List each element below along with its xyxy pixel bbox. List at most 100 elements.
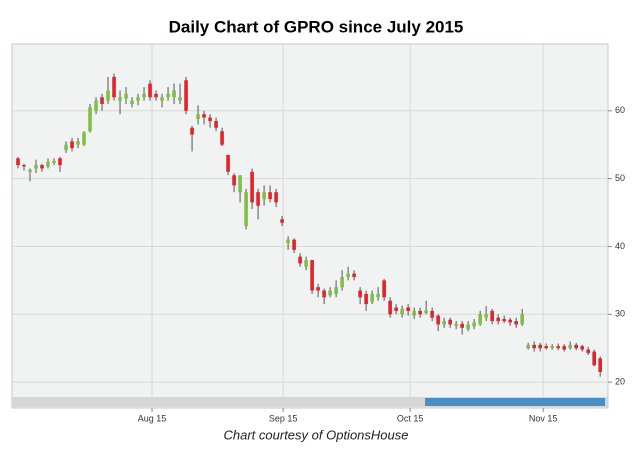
candle-body: [52, 160, 56, 164]
candle-body: [232, 175, 236, 186]
candle-body: [58, 158, 62, 166]
candle-body: [304, 260, 308, 267]
candle-body: [430, 310, 434, 318]
x-tick-label: Nov 15: [529, 413, 558, 423]
x-tick-label: Sep 15: [269, 413, 298, 423]
candle-body: [154, 93, 158, 98]
candle-body: [460, 323, 464, 328]
candle-body: [202, 114, 206, 118]
candle-body: [22, 165, 26, 167]
plot-area: [11, 43, 609, 409]
candle-body: [226, 154, 230, 172]
candle-body: [346, 273, 350, 277]
candle-body: [106, 90, 110, 101]
candle-body: [574, 344, 578, 349]
candle-body: [340, 276, 344, 288]
candle-body: [208, 117, 212, 121]
x-tick-label: Oct 15: [397, 413, 424, 423]
candle-body: [580, 346, 584, 350]
candle-body: [280, 219, 284, 223]
candle-body: [454, 323, 458, 326]
candle-body: [286, 239, 290, 244]
candle-body: [100, 97, 104, 105]
candle-body: [244, 192, 248, 227]
candle-body: [388, 300, 392, 315]
candle-body: [412, 310, 416, 316]
candle-body: [556, 346, 560, 349]
candle-body: [382, 280, 386, 298]
candle-body: [424, 310, 428, 313]
candles: [16, 73, 602, 377]
candle-body: [502, 319, 506, 322]
chart-footer: Chart courtesy of OptionsHouse: [224, 427, 409, 442]
candle-body: [466, 324, 470, 330]
candle-body: [364, 293, 368, 305]
candle-body: [160, 97, 164, 101]
candle-body: [130, 100, 134, 105]
candle-body: [112, 76, 116, 98]
candle-body: [328, 290, 332, 296]
y-tick-label: 40: [615, 241, 625, 251]
candle-body: [298, 256, 302, 264]
candle-body: [214, 120, 218, 128]
candle-body: [124, 93, 128, 99]
candle-body: [34, 165, 38, 169]
scrollbar-thumb[interactable]: [425, 398, 605, 406]
y-tick-label: 30: [615, 309, 625, 319]
candle-body: [94, 100, 98, 111]
candle-body: [166, 93, 170, 98]
candle-body: [394, 307, 398, 311]
candle-body: [88, 107, 92, 132]
candle-body: [40, 165, 44, 169]
candle-body: [520, 314, 524, 325]
candle-body: [334, 287, 338, 294]
candle-body: [568, 344, 572, 349]
candle-body: [508, 319, 512, 323]
y-tick-label: 20: [615, 376, 625, 386]
candle-body: [316, 287, 320, 291]
candle-body: [76, 141, 80, 145]
candle-body: [538, 344, 542, 349]
candle-body: [496, 317, 500, 322]
candle-body: [148, 83, 152, 98]
candle-body: [64, 144, 68, 151]
candle-body: [592, 351, 596, 366]
candle-body: [184, 80, 188, 111]
candle-body: [142, 93, 146, 98]
candle-body: [406, 307, 410, 311]
candle-body: [448, 319, 452, 325]
candle-body: [322, 290, 326, 298]
scrollbar-track: [12, 397, 608, 407]
candle-body: [352, 273, 356, 277]
candle-body: [436, 315, 440, 325]
candle-body: [238, 175, 242, 193]
candle-body: [70, 141, 74, 149]
candle-body: [46, 161, 50, 167]
candle-body: [550, 346, 554, 349]
candle-body: [274, 192, 278, 203]
candle-body: [196, 114, 200, 119]
candle-body: [250, 171, 254, 203]
candle-body: [310, 260, 314, 291]
y-tick-label: 50: [615, 173, 625, 183]
candle-body: [544, 346, 548, 349]
candle-body: [478, 314, 482, 325]
chart-title: Daily Chart of GPRO since July 2015: [169, 17, 464, 36]
candle-body: [28, 169, 32, 172]
candle-body: [190, 127, 194, 135]
grid: [12, 44, 612, 412]
candle-body: [82, 132, 86, 145]
candle-body: [400, 308, 404, 315]
candle-body: [514, 321, 518, 325]
x-tick-label: Aug 15: [138, 413, 167, 423]
candle-body: [178, 97, 182, 101]
candle-body: [562, 346, 566, 350]
y-tick-label: 60: [615, 105, 625, 115]
candle-body: [220, 131, 224, 145]
candle-body: [370, 293, 374, 303]
candle-body: [268, 192, 272, 199]
candle-body: [172, 90, 176, 98]
candle-body: [358, 290, 362, 298]
